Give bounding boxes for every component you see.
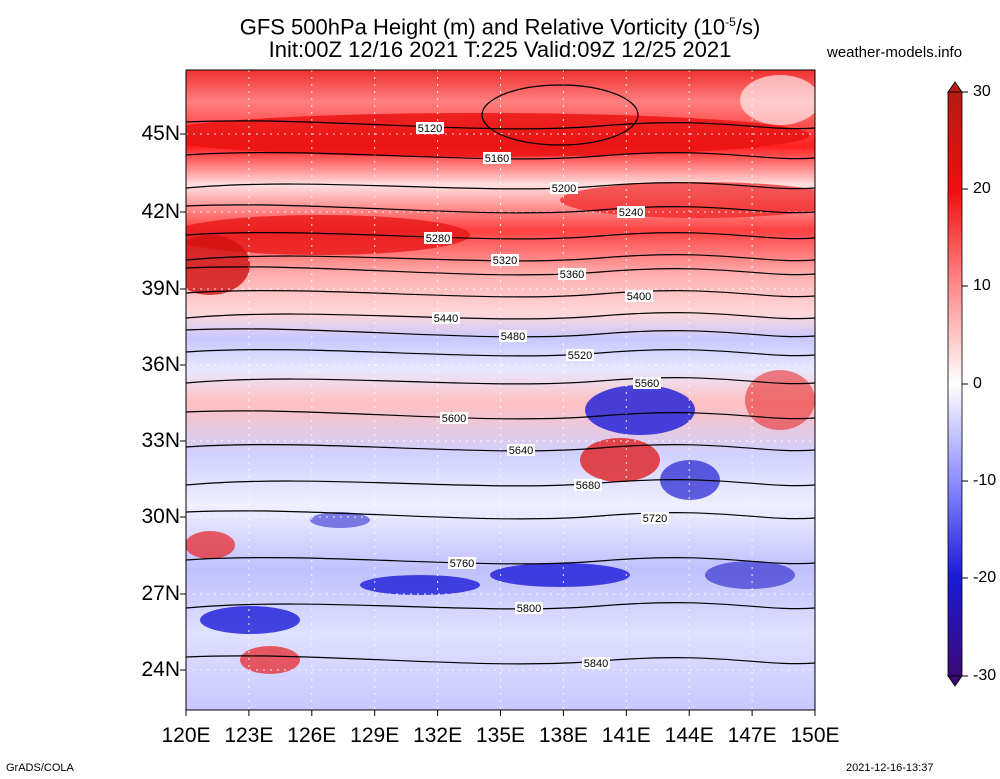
lon-label: 132E bbox=[413, 724, 463, 747]
height-contour bbox=[186, 349, 815, 357]
height-contour bbox=[186, 290, 815, 298]
contour-label: 5240 bbox=[617, 206, 645, 219]
height-contour bbox=[186, 602, 815, 610]
svg-text:5280: 5280 bbox=[426, 233, 450, 245]
lat-label: 39N bbox=[141, 277, 180, 300]
contour-label: 5280 bbox=[424, 232, 452, 245]
contour-label: 5640 bbox=[507, 444, 535, 457]
height-contour bbox=[186, 254, 815, 262]
contour-label: 5480 bbox=[499, 330, 527, 343]
lon-label: 141E bbox=[601, 724, 651, 747]
height-contour bbox=[186, 232, 815, 240]
svg-text:5800: 5800 bbox=[517, 603, 541, 615]
lon-label: 120E bbox=[161, 724, 211, 747]
footer-timestamp: 2021-12-16-13:37 bbox=[846, 762, 934, 774]
contour-label: 5720 bbox=[641, 512, 669, 525]
svg-text:5560: 5560 bbox=[635, 378, 659, 390]
lon-label: 135E bbox=[475, 724, 526, 747]
contour-label: 5400 bbox=[625, 290, 653, 303]
lat-label: 27N bbox=[141, 582, 180, 605]
contour-label: 5560 bbox=[633, 377, 661, 390]
footer-software: GrADS/COLA bbox=[6, 762, 74, 774]
height-contour bbox=[186, 444, 815, 452]
svg-text:5440: 5440 bbox=[434, 313, 458, 325]
contour-label: 5800 bbox=[515, 602, 543, 615]
lon-label: 126E bbox=[287, 724, 337, 747]
svg-text:5680: 5680 bbox=[576, 480, 600, 492]
closed-low-contour bbox=[481, 84, 639, 146]
contour-label: 5200 bbox=[550, 182, 578, 195]
svg-text:5120: 5120 bbox=[418, 123, 442, 135]
height-contour bbox=[186, 312, 815, 320]
vorticity-field bbox=[186, 70, 815, 710]
colorbar-label: 30 bbox=[973, 83, 991, 100]
colorbar bbox=[947, 81, 968, 687]
chart-title-line1: GFS 500hPa Height (m) and Relative Vorti… bbox=[239, 14, 761, 40]
svg-text:5840: 5840 bbox=[584, 658, 608, 670]
height-contour bbox=[186, 204, 815, 214]
contour-label: 5840 bbox=[582, 657, 610, 670]
lat-label: 30N bbox=[141, 505, 180, 528]
contour-label: 5120 bbox=[416, 122, 444, 135]
lat-label: 42N bbox=[141, 200, 180, 223]
svg-text:5200: 5200 bbox=[552, 183, 576, 195]
lon-label: 138E bbox=[538, 724, 588, 747]
colorbar-label: -30 bbox=[973, 667, 997, 684]
contour-label: 5600 bbox=[440, 412, 468, 425]
colorbar-top-arrow bbox=[947, 81, 963, 93]
svg-text:5760: 5760 bbox=[450, 558, 474, 570]
lon-label: 150E bbox=[790, 724, 840, 747]
lat-label: 45N bbox=[141, 122, 180, 145]
svg-text:5320: 5320 bbox=[493, 255, 517, 267]
svg-text:5160: 5160 bbox=[485, 153, 509, 165]
svg-text:5480: 5480 bbox=[501, 331, 525, 343]
svg-text:5600: 5600 bbox=[442, 413, 466, 425]
svg-text:5400: 5400 bbox=[627, 291, 651, 303]
colorbar-label: -10 bbox=[973, 472, 997, 489]
site-credit: weather-models.info bbox=[827, 44, 963, 61]
height-contour bbox=[186, 557, 815, 565]
svg-text:5640: 5640 bbox=[509, 445, 533, 457]
colorbar-label: 0 bbox=[973, 375, 982, 392]
svg-text:5360: 5360 bbox=[560, 269, 584, 281]
contour-labels: 5120 5160 5200 5240 5280 5320 5360 5400 5440 5480… bbox=[416, 122, 669, 670]
height-contour bbox=[186, 655, 815, 665]
lat-label: 36N bbox=[141, 353, 180, 376]
svg-text:5520: 5520 bbox=[568, 350, 592, 362]
lat-label: 24N bbox=[141, 658, 180, 681]
contour-label: 5680 bbox=[574, 479, 602, 492]
height-contour bbox=[186, 377, 815, 385]
height-contour bbox=[186, 510, 815, 520]
height-contour bbox=[186, 120, 815, 130]
contour-label: 5320 bbox=[491, 254, 519, 267]
height-contour bbox=[186, 328, 815, 338]
lon-label: 123E bbox=[224, 724, 274, 747]
colorbar-label: -20 bbox=[973, 569, 997, 586]
height-contour bbox=[186, 479, 815, 487]
contour-label: 5440 bbox=[432, 312, 460, 325]
lon-label: 144E bbox=[664, 724, 714, 747]
contour-label: 5520 bbox=[566, 349, 594, 362]
lon-label: 129E bbox=[350, 724, 400, 747]
lon-label: 147E bbox=[727, 724, 777, 747]
svg-text:5240: 5240 bbox=[619, 207, 643, 219]
colorbar-label: 10 bbox=[973, 277, 991, 294]
lat-label: 33N bbox=[141, 429, 180, 452]
contour-label: 5760 bbox=[448, 557, 476, 570]
svg-text:5720: 5720 bbox=[643, 513, 667, 525]
colorbar-bottom-arrow bbox=[947, 675, 963, 687]
colorbar-label: 20 bbox=[973, 180, 991, 197]
height-contour bbox=[186, 410, 815, 420]
contour-label: 5360 bbox=[558, 268, 586, 281]
height-contour bbox=[186, 152, 815, 160]
chart-title-line2: Init:00Z 12/16 2021 T:225 Valid:09Z 12/2… bbox=[268, 37, 732, 62]
contour-label: 5160 bbox=[483, 152, 511, 165]
